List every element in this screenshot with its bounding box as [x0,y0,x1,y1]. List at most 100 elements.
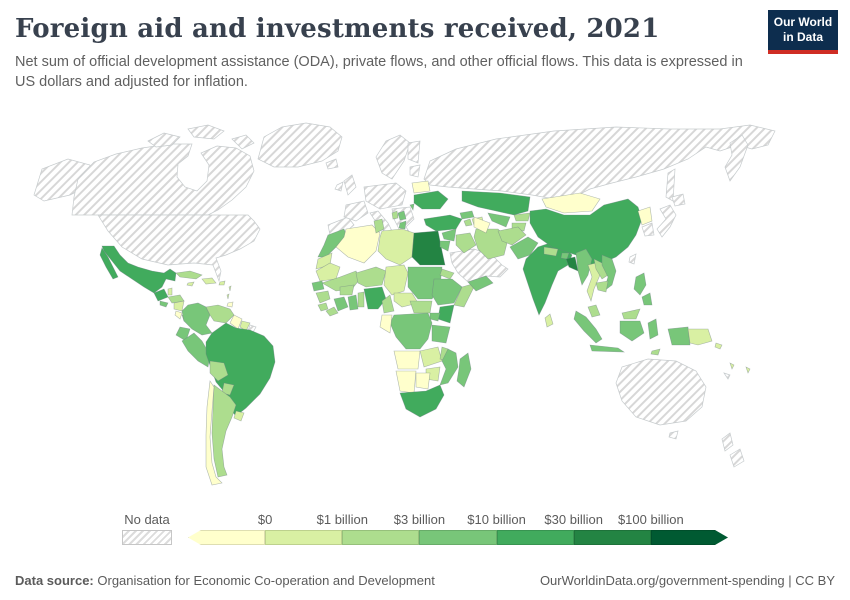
country-ukraine[interactable] [413,190,449,210]
country-canada-arctic-3[interactable] [231,134,255,150]
country-liberia[interactable] [325,306,339,317]
country-solomon-islands[interactable] [714,342,723,350]
country-hispaniola[interactable] [201,277,217,285]
country-chile[interactable] [205,380,223,486]
country-indonesia-sumatra[interactable] [573,310,603,344]
country-canada-arctic-2[interactable] [187,124,225,140]
country-finland[interactable] [407,140,421,164]
legend-segment-0[interactable] [188,530,266,545]
country-malaysia-borneo[interactable] [621,308,641,320]
country-ivory-coast[interactable] [333,296,349,312]
country-ghana[interactable] [347,294,359,311]
country-indonesia-borneo[interactable] [619,320,645,342]
country-uzbekistan[interactable] [487,212,511,228]
country-egypt[interactable] [411,230,446,266]
country-pakistan[interactable] [509,236,539,260]
country-south-africa[interactable] [399,384,445,418]
country-niger[interactable] [355,266,387,288]
country-malaysia-peninsula[interactable] [587,304,601,318]
footer-link[interactable]: OurWorldinData.org/government-spending |… [539,573,835,588]
country-uruguay[interactable] [233,410,245,422]
legend-segment-4[interactable] [496,530,574,545]
country-bangladesh[interactable] [565,256,579,272]
country-new-zealand-south[interactable] [729,448,745,468]
country-russia-kamchatka[interactable] [724,134,749,182]
country-canada[interactable] [71,143,255,216]
country-cambodia[interactable] [595,280,609,293]
country-sierra-leone[interactable] [317,302,329,312]
country-iraq[interactable] [455,232,477,254]
country-taiwan[interactable] [628,253,637,265]
legend-segment-6[interactable] [651,530,728,545]
country-nepal[interactable] [543,246,559,257]
legend-segment-3[interactable] [419,530,497,545]
country-angola[interactable] [393,350,421,370]
country-turkey[interactable] [423,214,463,232]
country-belize[interactable] [167,287,173,296]
country-libya[interactable] [377,228,415,266]
country-jamaica[interactable] [186,281,195,287]
country-china[interactable] [529,198,643,266]
country-senegal[interactable] [311,280,325,292]
country-australia[interactable] [615,358,707,426]
country-moldova[interactable] [409,203,415,211]
country-papua-new-guinea[interactable] [687,328,713,346]
country-syria[interactable] [441,228,457,242]
country-united-kingdom[interactable] [343,174,357,196]
country-france[interactable] [343,200,369,222]
country-mauritania[interactable] [315,262,341,282]
country-argentina[interactable] [211,384,237,478]
country-mongolia[interactable] [541,192,601,214]
country-mexico[interactable] [101,245,177,294]
country-indonesia-papua[interactable] [667,326,691,346]
country-new-caledonia[interactable] [723,372,731,380]
country-philippines-luzon[interactable] [633,272,647,296]
country-puerto-rico[interactable] [218,280,226,286]
country-trinidad-tobago[interactable] [226,301,234,308]
country-jordan[interactable] [439,240,451,252]
country-tunisia[interactable] [373,218,385,234]
country-colombia[interactable] [181,302,213,336]
country-nigeria[interactable] [363,286,387,310]
country-mozambique[interactable] [439,348,459,386]
country-nicaragua[interactable] [173,300,185,312]
legend-no-data-swatch[interactable] [122,530,172,545]
country-lesser-antilles-2[interactable] [226,293,230,300]
country-vietnam[interactable] [601,254,617,292]
country-iceland[interactable] [325,158,339,170]
country-usa[interactable] [97,214,261,283]
country-serbia[interactable] [397,210,407,221]
country-north-korea[interactable] [637,206,653,226]
country-south-korea[interactable] [641,222,655,237]
country-el-salvador[interactable] [159,300,169,308]
country-russia[interactable] [423,124,776,200]
country-belarus[interactable] [411,180,431,194]
country-philippines-mindanao[interactable] [641,292,653,306]
country-armenia[interactable] [463,218,473,227]
country-congo-gabon[interactable] [379,314,393,334]
country-uganda[interactable] [429,312,441,322]
country-ethiopia[interactable] [431,278,463,306]
country-japan-main[interactable] [656,204,677,238]
legend-no-data[interactable]: No data [122,512,172,545]
country-yemen[interactable] [467,275,494,292]
country-costa-rica[interactable] [174,310,183,320]
country-myanmar[interactable] [575,248,593,286]
country-fiji[interactable] [745,366,751,374]
country-zambia[interactable] [419,346,443,368]
country-kyrgyzstan[interactable] [513,212,531,222]
country-madagascar[interactable] [456,352,472,388]
country-paraguay[interactable] [221,382,235,396]
country-new-zealand-north[interactable] [721,432,734,452]
legend-segment-2[interactable] [342,530,420,545]
country-burkina-faso[interactable] [339,284,355,296]
country-japan-hokkaido[interactable] [671,193,686,207]
country-indonesia-sulawesi[interactable] [647,318,659,340]
country-afghanistan[interactable] [497,226,527,246]
country-sri-lanka[interactable] [544,313,554,328]
country-togo-benin[interactable] [357,291,365,308]
country-scandinavia[interactable] [375,134,411,180]
legend-segment-1[interactable] [265,530,343,545]
country-venezuela[interactable] [205,304,235,324]
country-central-europe[interactable] [363,182,407,210]
